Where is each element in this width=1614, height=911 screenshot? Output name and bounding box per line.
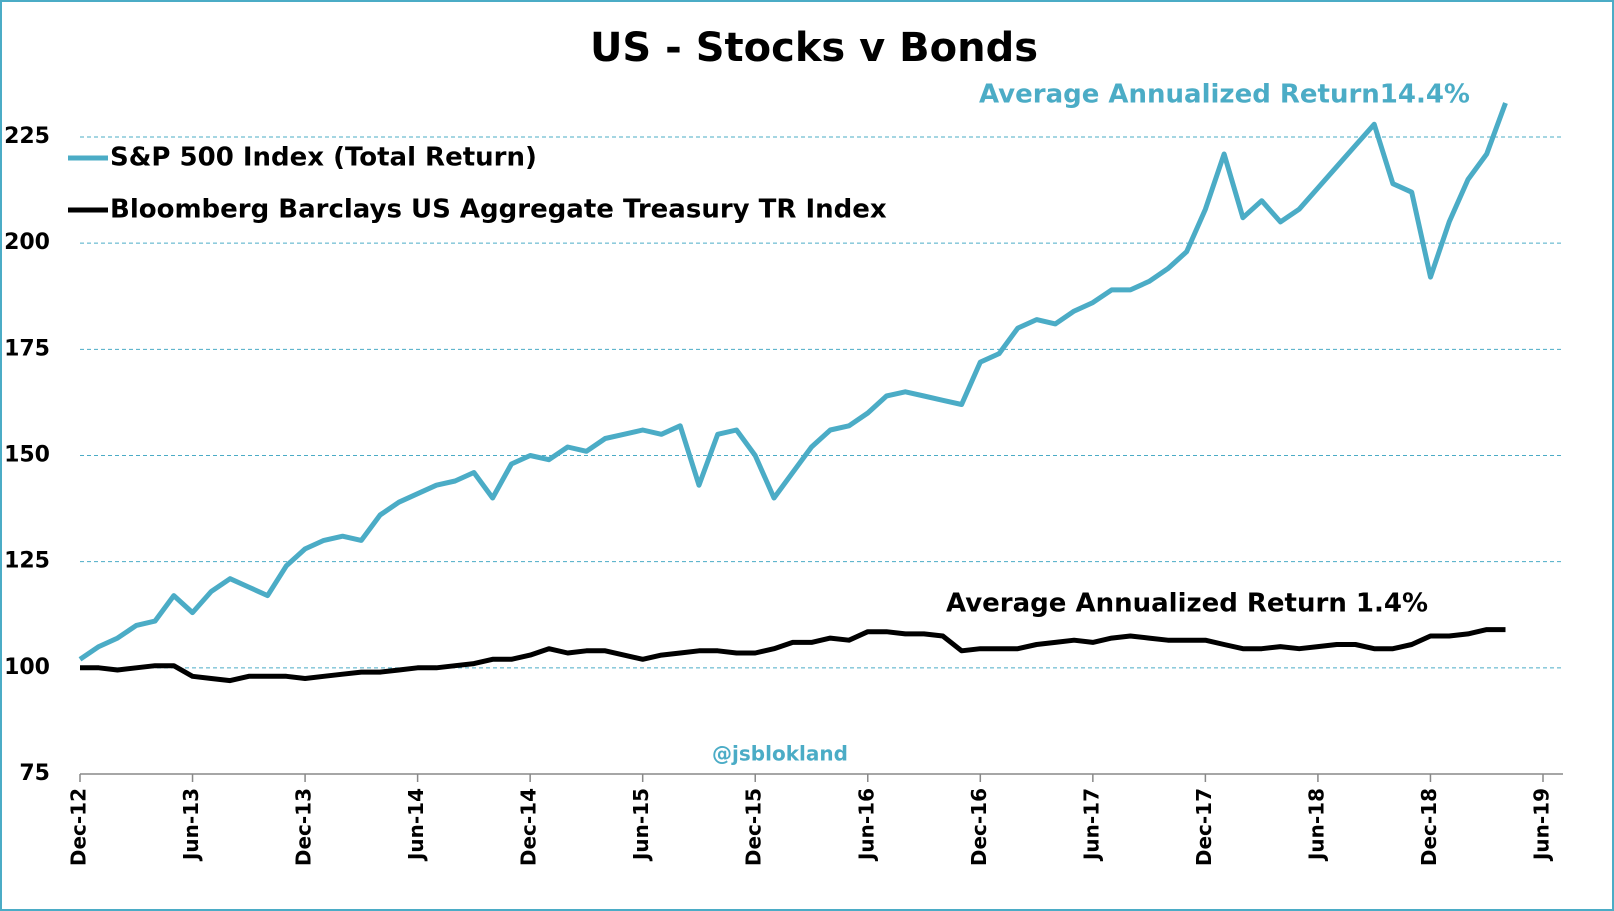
y-tick-label: 75 <box>19 761 50 786</box>
x-tick-label: Jun-16 <box>854 788 878 862</box>
x-tick-label: Dec-17 <box>1192 788 1216 866</box>
x-tick-label: Dec-14 <box>517 788 541 866</box>
chart-title: US - Stocks v Bonds <box>590 25 1038 71</box>
x-tick-label: Jun-17 <box>1079 788 1103 862</box>
y-tick-label: 125 <box>4 549 50 574</box>
x-tick-label: Dec-12 <box>67 788 91 866</box>
stock-annotation: Average Annualized Return14.4% <box>979 80 1470 110</box>
y-tick-label: 200 <box>4 230 50 255</box>
x-tick-label: Jun-19 <box>1530 788 1554 862</box>
y-tick-label: 100 <box>4 655 50 680</box>
x-tick-label: Jun-15 <box>629 788 653 862</box>
x-tick-label: Jun-13 <box>179 788 203 862</box>
x-tick-label: Jun-18 <box>1304 788 1328 862</box>
x-tick-label: Dec-13 <box>292 788 316 866</box>
y-tick-label: 150 <box>4 443 50 468</box>
x-tick-label: Dec-16 <box>967 788 991 866</box>
x-tick-label: Dec-18 <box>1417 788 1441 866</box>
series-line <box>80 627 1506 684</box>
x-tick-label: Jun-14 <box>404 788 428 862</box>
watermark: @jsblokland <box>712 742 848 766</box>
y-tick-label: 175 <box>4 336 50 361</box>
legend-label: Bloomberg Barclays US Aggregate Treasury… <box>110 195 887 225</box>
legend-label: S&P 500 Index (Total Return) <box>110 143 537 173</box>
y-tick-label: 225 <box>4 124 50 149</box>
x-tick-label: Dec-15 <box>742 788 766 866</box>
bond-annotation: Average Annualized Return 1.4% <box>946 589 1428 619</box>
series-line <box>78 102 1508 662</box>
